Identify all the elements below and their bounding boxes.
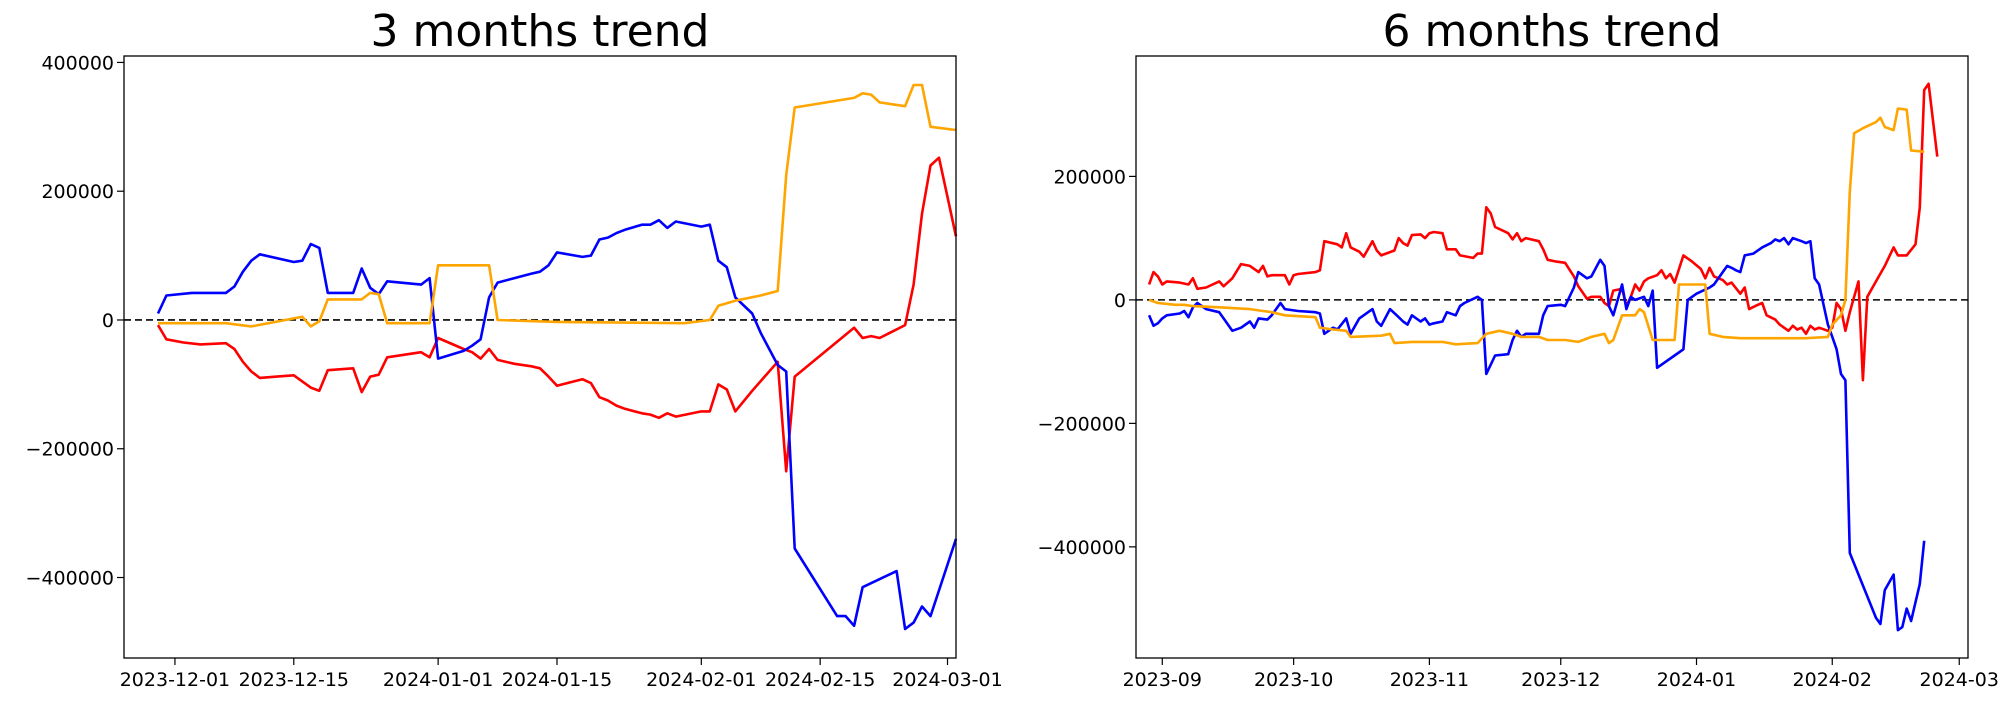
x-tick-label: 2024-02-15 (765, 669, 875, 691)
x-tick-label: 2024-02 (1793, 669, 1872, 691)
series-line-0 (156, 156, 958, 473)
plot-area: 2023-09 2023-10 2023-11 2023-12 2024-01 2024-… (1038, 82, 1999, 691)
y-tick-label: 0 (1114, 290, 1126, 312)
y-tick-label: −200000 (26, 439, 114, 461)
x-tick-label: 2024-01 (1657, 669, 1736, 691)
y-tick-label: 0 (102, 310, 114, 332)
y-tick-label: −400000 (1038, 537, 1126, 559)
x-tick-label: 2024-03 (1920, 669, 1999, 691)
axes-frame (1135, 55, 1969, 659)
y-tick-label: 400000 (41, 52, 114, 74)
chart-3-months: 3 months trend 2023-12-01 2023-12-15 2024-… (26, 6, 1003, 691)
chart-title: 3 months trend (371, 6, 710, 57)
x-tick-label: 2023-11 (1390, 669, 1469, 691)
x-tick-label: 2024-02-01 (646, 669, 756, 691)
x-tick-label: 2023-12-01 (120, 669, 230, 691)
y-tick-label: 200000 (41, 181, 114, 203)
series-line-0 (1147, 82, 1939, 382)
x-tick-label: 2024-01-15 (502, 669, 612, 691)
y-tick-label: 200000 (1053, 166, 1126, 188)
series-line-1 (1147, 236, 1926, 632)
chart-title: 6 months trend (1383, 6, 1722, 57)
plot-area: 2023-12-01 2023-12-15 2024-01-01 2024-01-15… (26, 52, 1003, 691)
x-tick-label: 2023-12 (1521, 669, 1600, 691)
series-line-1 (156, 218, 958, 631)
y-tick-label: −400000 (26, 568, 114, 590)
x-tick-label: 2023-09 (1123, 669, 1202, 691)
chart-6-months: 6 months trend 2023-09 2023-10 2023-11 2023… (1038, 6, 1999, 691)
axes-frame (123, 55, 957, 659)
y-tick-label: −200000 (1038, 413, 1126, 435)
x-tick-label: 2024-01-01 (383, 669, 493, 691)
x-tick-label: 2023-12-15 (239, 669, 349, 691)
series-line-2 (158, 83, 957, 328)
x-tick-label: 2024-03-01 (892, 669, 1002, 691)
series-line-2 (1148, 107, 1925, 346)
x-tick-label: 2023-10 (1254, 669, 1333, 691)
